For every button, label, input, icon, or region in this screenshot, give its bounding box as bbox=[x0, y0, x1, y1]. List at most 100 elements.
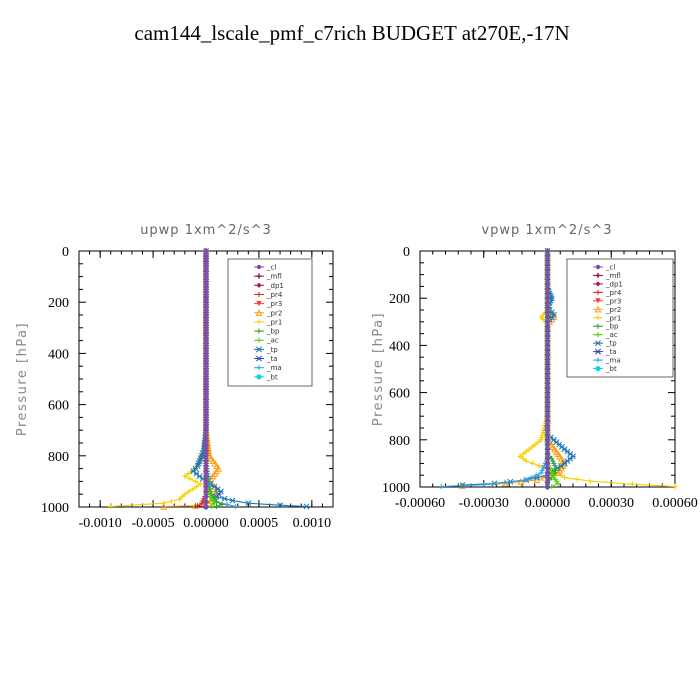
series-point-ma bbox=[528, 474, 534, 481]
series-point-ac bbox=[548, 467, 554, 474]
legend-label-pr3: _pr3 bbox=[605, 297, 621, 305]
series-point-cl bbox=[545, 338, 550, 343]
x-tick-label: 0.0010 bbox=[293, 516, 332, 531]
series-point-pr1 bbox=[539, 432, 545, 438]
series-point-pr1 bbox=[187, 476, 193, 482]
legend-label-pr2: _pr2 bbox=[266, 309, 282, 317]
series-point-pr1 bbox=[179, 494, 185, 500]
legend-box bbox=[566, 258, 674, 378]
series-point-bp bbox=[550, 458, 556, 464]
series-point-tp bbox=[277, 502, 284, 509]
legend-label-tp: _tp bbox=[266, 346, 278, 354]
panel-vpwp: vpwp 1xm^2/s^3 Pressure [hPa] 0 200 400 600 80… bbox=[371, 223, 698, 511]
y-tick-label: 200 bbox=[389, 292, 410, 307]
series-point-pr1 bbox=[587, 478, 593, 484]
series-point-cl bbox=[545, 310, 550, 315]
series-point-pr1 bbox=[574, 476, 580, 482]
series-point-cl bbox=[203, 340, 209, 346]
legend-label-pr2: _pr2 bbox=[605, 306, 621, 314]
series-point-cl bbox=[203, 489, 209, 494]
series-point-cl bbox=[545, 451, 550, 457]
series-point-pr1 bbox=[536, 463, 542, 469]
series-point-cl bbox=[545, 475, 550, 480]
series-point-cl bbox=[545, 305, 550, 310]
x-tick-label: 0.00060 bbox=[652, 496, 698, 511]
legend-marker-pr1 bbox=[256, 319, 262, 325]
series-point-pr2 bbox=[212, 487, 220, 495]
series-point-pr1 bbox=[198, 481, 204, 487]
series-point-pr1 bbox=[530, 460, 536, 466]
series-point-ma bbox=[233, 503, 239, 510]
series-point-cl bbox=[203, 346, 209, 351]
series-point-pr2 bbox=[209, 457, 217, 465]
series-point-pr1 bbox=[523, 458, 529, 464]
legend-marker-pr3 bbox=[595, 298, 601, 304]
series-point-cl bbox=[545, 395, 550, 400]
series-point-cl bbox=[203, 305, 209, 310]
y-tick-label: 400 bbox=[48, 347, 69, 362]
legend-label-bt: _bt bbox=[605, 365, 617, 373]
series-point-bp bbox=[552, 467, 558, 474]
series-point-ma bbox=[438, 483, 444, 490]
legend-label-pr1: _pr1 bbox=[605, 314, 621, 322]
series-point-cl bbox=[203, 269, 209, 274]
series-point-ma bbox=[523, 477, 529, 483]
legend-marker-ta bbox=[256, 355, 262, 362]
series-point-cl bbox=[545, 461, 550, 466]
series-point-cl bbox=[545, 314, 550, 320]
series-point-bp bbox=[213, 503, 220, 510]
series-point-cl bbox=[545, 296, 550, 301]
legend-box bbox=[227, 258, 313, 387]
legend-label-bp: _bp bbox=[605, 323, 619, 331]
panel-upwp: upwp 1xm^2/s^3 Pressure [hPa] 0 200 400 600 80… bbox=[15, 223, 334, 531]
series-point-pr1 bbox=[182, 491, 188, 497]
series-point-cl bbox=[545, 281, 550, 287]
series-point-cl bbox=[545, 456, 550, 461]
series-point-cl bbox=[203, 468, 209, 474]
legend-label-bt: _bt bbox=[266, 373, 278, 381]
series-point-cl bbox=[545, 404, 550, 409]
legend-marker-tp bbox=[256, 346, 262, 353]
series-point-cl bbox=[203, 392, 209, 397]
series-point-cl bbox=[203, 315, 209, 320]
series-point-cl bbox=[203, 381, 209, 387]
series-point-cl bbox=[203, 366, 209, 371]
legend-label-mfl: _mfl bbox=[266, 273, 282, 281]
y-tick-label: 400 bbox=[389, 339, 410, 354]
series-point-cl bbox=[203, 294, 209, 300]
series-point-cl bbox=[203, 330, 209, 336]
series-point-ma bbox=[538, 470, 544, 476]
series-point-pr2 bbox=[501, 479, 509, 487]
x-tick-label: 0.00000 bbox=[525, 496, 571, 511]
series-point-cl bbox=[545, 385, 550, 391]
legend-label-pr3: _pr3 bbox=[266, 300, 282, 308]
series-point-cl bbox=[545, 442, 550, 447]
y-axis-label: Pressure [hPa] bbox=[371, 312, 386, 426]
series-point-pr2 bbox=[517, 477, 525, 485]
legend-label-tp: _tp bbox=[605, 340, 617, 348]
series-point-pr1 bbox=[535, 439, 541, 445]
series-point-cl bbox=[203, 412, 209, 418]
y-tick-label: 1000 bbox=[382, 481, 410, 496]
series-point-ac bbox=[211, 500, 218, 506]
panel-title: vpwp 1xm^2/s^3 bbox=[481, 223, 612, 238]
series-point-pr1 bbox=[561, 474, 568, 481]
series-point-cl bbox=[203, 494, 209, 499]
legend-marker-cl bbox=[256, 264, 262, 270]
series-point-cl bbox=[545, 352, 550, 358]
legend-marker-pr1 bbox=[595, 315, 601, 321]
legend-marker-pr2 bbox=[255, 309, 263, 316]
series-point-cl bbox=[545, 447, 550, 452]
legend-label-ma: _ma bbox=[266, 364, 282, 372]
series-point-cl bbox=[545, 428, 550, 433]
series-point-cl bbox=[203, 499, 209, 505]
series-point-pr4 bbox=[194, 503, 201, 509]
legend-marker-mfl bbox=[256, 273, 262, 279]
series-point-cl bbox=[203, 438, 209, 443]
series-line-ma bbox=[441, 251, 549, 488]
legend-marker-bt bbox=[256, 374, 262, 380]
x-tick-label: -0.0005 bbox=[131, 516, 174, 531]
legend-label-dp1: _dp1 bbox=[266, 282, 284, 290]
series-point-cl bbox=[203, 428, 209, 433]
series-point-cl bbox=[545, 470, 550, 476]
